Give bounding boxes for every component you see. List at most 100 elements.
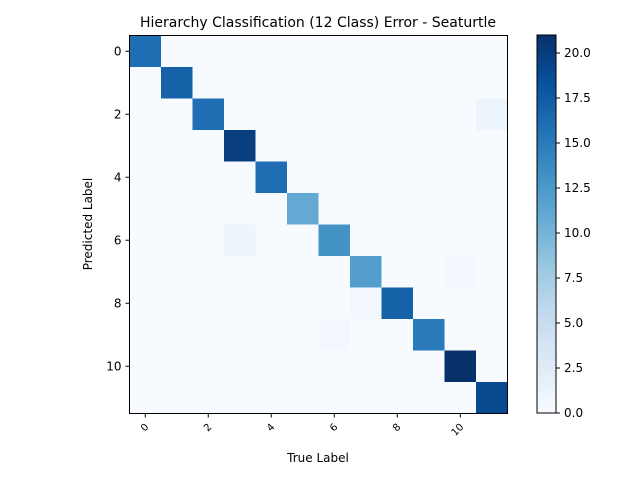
- heatmap-cell: [444, 67, 477, 99]
- heatmap-cell: [129, 224, 162, 257]
- y-tick-label: 10: [106, 359, 121, 373]
- heatmap-cell: [287, 193, 319, 225]
- heatmap-cell: [224, 287, 256, 320]
- heatmap-cell: [476, 319, 508, 351]
- heatmap-cell: [224, 224, 256, 257]
- heatmap-cell: [318, 130, 351, 162]
- heatmap-cell: [255, 382, 288, 414]
- x-tick-label: 2: [202, 422, 214, 434]
- heatmap-cell: [287, 287, 319, 320]
- heatmap-cell: [161, 350, 193, 383]
- heatmap-cell: [255, 319, 288, 351]
- heatmap-cell: [224, 193, 256, 225]
- heatmap-cell: [129, 193, 162, 225]
- heatmap-cell: [381, 350, 414, 383]
- heatmap-cell: [161, 98, 193, 131]
- heatmap-cell: [476, 193, 508, 225]
- heatmap-cell: [318, 98, 351, 131]
- heatmap-cell: [129, 130, 162, 162]
- heatmap-cell: [381, 224, 414, 257]
- heatmap-cell: [161, 319, 193, 351]
- colorbar-tick-label: 12.5: [564, 181, 591, 195]
- heatmap-cell: [318, 161, 351, 194]
- heatmap-cell: [192, 224, 225, 257]
- heatmap-cell: [381, 35, 414, 68]
- heatmap-cell: [192, 130, 225, 162]
- heatmap-cell: [350, 193, 382, 225]
- colorbar-tick-label: 15.0: [564, 136, 591, 150]
- heatmap-cell: [287, 130, 319, 162]
- heatmap-cell: [413, 287, 445, 320]
- colorbar-gradient: [536, 34, 557, 414]
- heatmap-cell: [192, 67, 225, 99]
- heatmap-cell: [381, 98, 414, 131]
- heatmap-cell: [192, 319, 225, 351]
- heatmap-cell: [350, 382, 382, 414]
- heatmap-cell: [287, 35, 319, 68]
- heatmap-cell: [255, 35, 288, 68]
- heatmap-cell: [350, 256, 382, 288]
- heatmap-cell: [476, 67, 508, 99]
- heatmap-cell: [287, 224, 319, 257]
- heatmap-cell: [476, 287, 508, 320]
- heatmap-cell: [350, 224, 382, 257]
- heatmap-cell: [413, 382, 445, 414]
- heatmap-cell: [192, 350, 225, 383]
- heatmap-cell: [129, 287, 162, 320]
- heatmap-cell: [413, 98, 445, 131]
- heatmap-cell: [476, 350, 508, 383]
- y-tick-label: 2: [114, 107, 122, 121]
- heatmap-cell: [192, 382, 225, 414]
- heatmap-cell: [476, 256, 508, 288]
- heatmap-cell: [192, 256, 225, 288]
- y-tick-label: 6: [114, 233, 122, 247]
- heatmap-cell: [161, 256, 193, 288]
- heatmap-cell: [350, 350, 382, 383]
- heatmap-cell: [350, 161, 382, 194]
- heatmap-cell: [413, 224, 445, 257]
- heatmap-cell: [192, 287, 225, 320]
- x-tick-label: 8: [391, 422, 403, 434]
- heatmap-cell: [129, 382, 162, 414]
- heatmap-cell: [224, 161, 256, 194]
- chart-title: Hierarchy Classification (12 Class) Erro…: [140, 15, 496, 31]
- heatmap-cell: [287, 382, 319, 414]
- x-axis-label: True Label: [286, 451, 349, 465]
- heatmap-cell: [381, 287, 414, 320]
- heatmap-cell: [224, 382, 256, 414]
- colorbar-tick-label: 7.5: [564, 271, 583, 285]
- heatmap-cell: [129, 350, 162, 383]
- heatmap-cell: [350, 98, 382, 131]
- heatmap-cell: [318, 319, 351, 351]
- heatmap-cell: [318, 193, 351, 225]
- heatmap-cell: [476, 382, 508, 414]
- heatmap-cell: [224, 67, 256, 99]
- heatmap-cell: [287, 350, 319, 383]
- heatmap-cell: [224, 35, 256, 68]
- heatmap-cell: [192, 161, 225, 194]
- heatmap-cell: [381, 130, 414, 162]
- heatmap-cell: [350, 287, 382, 320]
- heatmap-cell: [444, 193, 477, 225]
- colorbar-tick-label: 5.0: [564, 316, 583, 330]
- heatmap-cell: [224, 319, 256, 351]
- y-axis-ticks: 0 2 4 6 8 10: [106, 44, 130, 373]
- colorbar-tick-label: 2.5: [564, 361, 583, 375]
- heatmap-cell: [129, 35, 162, 68]
- heatmap-cell: [476, 224, 508, 257]
- heatmap-cell: [381, 193, 414, 225]
- heatmap-cell: [476, 98, 508, 131]
- heatmap-cell: [413, 193, 445, 225]
- y-tick-label: 0: [114, 44, 122, 58]
- heatmap-cell: [350, 130, 382, 162]
- heatmap-cell: [476, 35, 508, 68]
- heatmap-cell: [413, 319, 445, 351]
- heatmap-cell: [255, 98, 288, 131]
- heatmap-cell: [444, 350, 477, 383]
- plot-frame: [129, 35, 508, 414]
- heatmap-cell: [161, 224, 193, 257]
- heatmap-cell: [192, 98, 225, 131]
- heatmap-cell: [381, 382, 414, 414]
- heatmap-cell: [444, 35, 477, 68]
- heatmap-cell: [287, 319, 319, 351]
